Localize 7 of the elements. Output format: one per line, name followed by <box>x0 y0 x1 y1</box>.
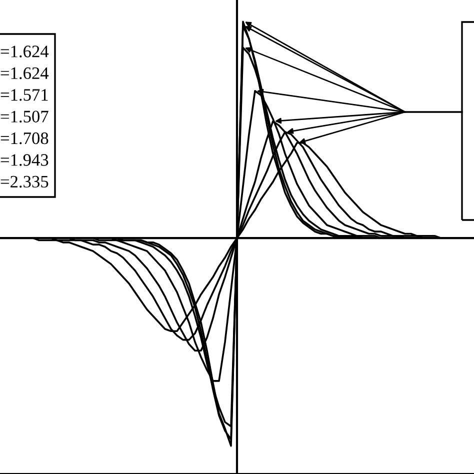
annotation: =1.507 <box>0 110 48 123</box>
annotation: =1.624 <box>0 46 49 58</box>
annotation: =2.335 <box>0 176 48 188</box>
annotation: =1.708 <box>0 132 48 144</box>
annotation: =1.624 <box>0 67 49 80</box>
annotation: =1.571 <box>0 89 48 101</box>
annotation: =1.943 <box>0 154 48 166</box>
